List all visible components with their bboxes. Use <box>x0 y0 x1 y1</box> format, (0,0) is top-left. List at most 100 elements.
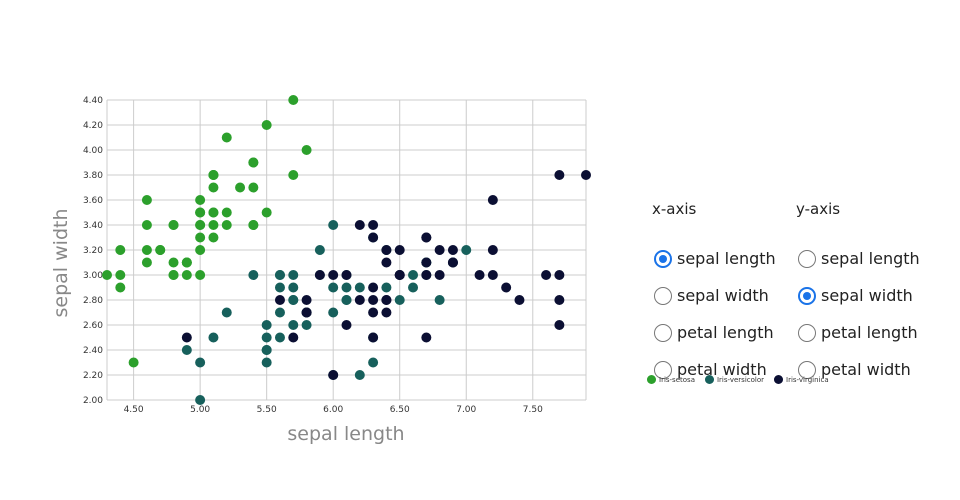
point-iris-versicolor <box>381 282 392 293</box>
point-iris-virginica <box>554 320 565 330</box>
y-axis-option-sepal-width[interactable]: sepal width <box>796 277 920 314</box>
x-axis-option-petal-width[interactable]: petal width <box>652 351 776 388</box>
point-iris-setosa <box>208 232 219 243</box>
point-iris-virginica <box>368 282 379 293</box>
x-axis-radio-petal-width[interactable] <box>654 360 672 379</box>
point-iris-virginica <box>421 257 432 268</box>
point-iris-setosa <box>221 132 232 143</box>
y-tick-label: 2.60 <box>83 321 103 331</box>
point-iris-virginica <box>394 270 405 280</box>
point-iris-setosa <box>181 257 192 268</box>
point-iris-versicolor <box>288 295 299 305</box>
point-iris-versicolor <box>341 282 352 293</box>
point-iris-versicolor <box>341 295 352 305</box>
point-iris-versicolor <box>261 320 272 330</box>
point-iris-virginica <box>554 295 565 305</box>
x-tick-label: 7.50 <box>523 405 543 415</box>
point-iris-virginica <box>354 220 365 230</box>
point-iris-virginica <box>487 195 498 205</box>
point-iris-versicolor <box>274 307 285 318</box>
point-iris-virginica <box>394 245 405 255</box>
y-axis-radio-petal-length[interactable] <box>798 323 816 342</box>
point-iris-setosa <box>221 220 232 230</box>
point-iris-versicolor <box>368 357 379 368</box>
data-points <box>102 95 591 405</box>
point-iris-setosa <box>195 270 206 280</box>
point-iris-versicolor <box>461 245 472 255</box>
x-axis-control: x-axis sepal length sepal width petal leng… <box>652 200 776 388</box>
point-iris-versicolor <box>408 270 419 280</box>
legend-label: Iris-setosa <box>659 375 695 384</box>
y-axis-radio-sepal-length[interactable] <box>798 249 816 268</box>
x-axis-radio-sepal-length[interactable] <box>654 249 672 268</box>
point-iris-versicolor <box>261 345 272 355</box>
point-iris-versicolor <box>394 295 405 305</box>
point-iris-setosa <box>208 220 219 230</box>
point-iris-setosa <box>261 120 272 130</box>
point-iris-virginica <box>474 270 485 280</box>
point-iris-virginica <box>368 307 379 318</box>
point-iris-setosa <box>195 195 206 205</box>
point-iris-virginica <box>501 282 512 293</box>
point-iris-setosa <box>301 145 312 155</box>
point-iris-virginica <box>434 270 445 280</box>
point-iris-virginica <box>328 270 339 280</box>
x-axis-option-petal-length[interactable]: petal length <box>652 314 776 351</box>
y-axis-option-petal-width[interactable]: petal width <box>796 351 920 388</box>
point-iris-setosa <box>155 245 166 255</box>
y-tick-label: 2.80 <box>83 296 103 306</box>
legend-label: Iris-versicolor <box>716 375 765 384</box>
point-iris-virginica <box>368 232 379 243</box>
point-iris-versicolor <box>261 357 272 368</box>
y-tick-label: 3.40 <box>83 221 103 231</box>
point-iris-setosa <box>235 182 246 193</box>
point-iris-virginica <box>487 270 498 280</box>
y-axis-radio-group: sepal length sepal width petal length petal… <box>796 240 920 388</box>
point-iris-setosa <box>141 220 152 230</box>
point-iris-virginica <box>487 245 498 255</box>
point-iris-versicolor <box>288 320 299 330</box>
point-iris-setosa <box>288 170 299 180</box>
point-iris-virginica <box>421 270 432 280</box>
x-axis-radio-label: petal width <box>677 360 767 379</box>
point-iris-virginica <box>554 270 565 280</box>
x-axis-radio-sepal-width[interactable] <box>654 286 672 305</box>
y-axis-radio-label: sepal length <box>821 249 920 268</box>
legend-marker-icon <box>647 375 656 384</box>
y-axis-radio-label: petal width <box>821 360 911 379</box>
y-axis-control-title: y-axis <box>796 200 841 218</box>
point-iris-virginica <box>288 332 299 343</box>
point-iris-virginica <box>301 307 312 318</box>
point-iris-versicolor <box>434 295 445 305</box>
y-axis-radio-petal-width[interactable] <box>798 360 816 379</box>
point-iris-setosa <box>248 157 259 168</box>
legend-item-iris-setosa: Iris-setosa <box>647 375 695 384</box>
x-axis-radio-petal-length[interactable] <box>654 323 672 342</box>
point-iris-setosa <box>102 270 112 280</box>
point-iris-virginica <box>381 307 392 318</box>
point-iris-setosa <box>195 232 206 243</box>
point-iris-versicolor <box>261 332 272 343</box>
point-iris-setosa <box>208 182 219 193</box>
point-iris-setosa <box>288 95 299 105</box>
x-tick-label: 6.00 <box>323 405 343 415</box>
point-iris-setosa <box>141 245 152 255</box>
point-iris-setosa <box>168 257 179 268</box>
point-iris-virginica <box>341 270 352 280</box>
legend-marker-icon <box>774 375 784 384</box>
point-iris-setosa <box>221 207 232 218</box>
point-iris-setosa <box>141 257 152 268</box>
y-axis-radio-sepal-width[interactable] <box>798 286 816 305</box>
y-axis-option-petal-length[interactable]: petal length <box>796 314 920 351</box>
x-axis-option-sepal-width[interactable]: sepal width <box>652 277 776 314</box>
grid-lines <box>106 99 587 401</box>
point-iris-setosa <box>195 220 206 230</box>
point-iris-virginica <box>314 270 325 280</box>
y-tick-label: 3.60 <box>83 196 103 206</box>
x-tick-label: 4.50 <box>124 405 144 415</box>
y-tick-label: 3.80 <box>83 171 103 181</box>
x-axis-option-sepal-length[interactable]: sepal length <box>652 240 776 277</box>
y-axis-option-sepal-length[interactable]: sepal length <box>796 240 920 277</box>
x-tick-label: 5.50 <box>257 405 277 415</box>
